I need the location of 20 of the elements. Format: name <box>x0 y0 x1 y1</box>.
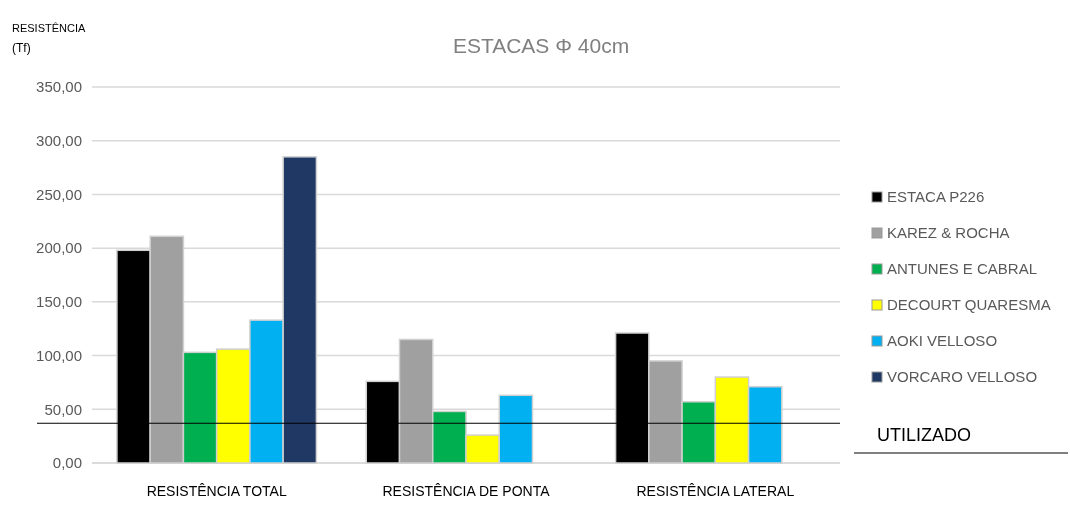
ref-line-label: UTILIZADO <box>877 425 972 445</box>
y-axis-title: RESISTÊNCIA (Tf) <box>12 22 87 55</box>
legend-label: DECOURT QUARESMA <box>887 296 1051 314</box>
x-tick-label: RESISTÊNCIA TOTAL <box>146 483 287 499</box>
legend-label: KAREZ & ROCHA <box>887 224 1010 242</box>
x-tick-label: RESISTÊNCIA DE PONTA <box>382 483 551 499</box>
legend-label: AOKI VELLOSO <box>887 332 998 350</box>
y-tick-label: 100,00 <box>36 346 82 364</box>
y-tick-label: 150,00 <box>36 293 82 311</box>
legend-label: ANTUNES E CABRAL <box>887 260 1038 278</box>
legend-label: ESTACA P226 <box>887 188 985 206</box>
legend-label: VORCARO VELLOSO <box>887 368 1038 386</box>
y-tick-label: 50,00 <box>44 400 82 418</box>
y-tick-label: 250,00 <box>36 185 82 203</box>
x-tick-label: RESISTÊNCIA LATERAL <box>636 483 795 499</box>
y-tick-label: 350,00 <box>36 78 82 96</box>
y-tick-label: 300,00 <box>36 131 82 149</box>
y-tick-label: 200,00 <box>36 239 82 257</box>
chart-title: ESTACAS Φ 40cm <box>452 34 630 57</box>
y-tick-label: 0,00 <box>52 454 82 472</box>
